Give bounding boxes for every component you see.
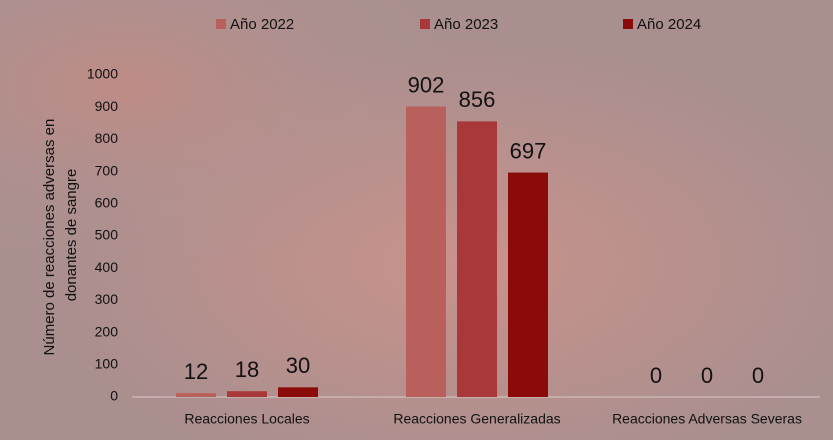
legend-swatch [420, 19, 430, 29]
bar [278, 387, 318, 397]
legend-label: Año 2024 [637, 16, 701, 33]
data-label: 0 [701, 363, 713, 388]
y-tick-label: 800 [95, 130, 119, 146]
bar [176, 393, 216, 397]
y-tick-label: 400 [95, 259, 119, 275]
data-label: 30 [286, 353, 310, 378]
data-label: 0 [752, 363, 764, 388]
y-tick-label: 300 [95, 291, 119, 307]
data-label: 697 [510, 138, 547, 163]
y-tick-label: 500 [95, 227, 119, 243]
y-axis-label-line: donantes de sangre [63, 169, 80, 302]
chart: Número de reacciones adversas en donante… [0, 0, 833, 440]
bar [227, 391, 267, 397]
y-tick-label: 100 [95, 356, 119, 372]
y-tick-label: 0 [110, 388, 118, 404]
data-label: 12 [184, 359, 208, 384]
legend-swatch [216, 19, 226, 29]
y-tick-label: 600 [95, 195, 119, 211]
legend-swatch [623, 19, 633, 29]
legend-label: Año 2023 [434, 16, 498, 33]
bar [457, 121, 497, 397]
y-tick-label: 1000 [87, 66, 118, 82]
bar [406, 107, 446, 397]
legend-label: Año 2022 [230, 16, 294, 33]
x-tick-label: Reacciones Generalizadas [393, 411, 560, 427]
data-label: 902 [408, 72, 445, 97]
data-label: 18 [235, 357, 259, 382]
data-label: 0 [650, 363, 662, 388]
y-tick-label: 200 [95, 323, 119, 339]
y-tick-label: 900 [95, 98, 119, 114]
data-label: 856 [459, 87, 496, 112]
y-tick-label: 700 [95, 162, 119, 178]
x-tick-label: Reacciones Locales [184, 411, 309, 427]
x-tick-label: Reacciones Adversas Severas [612, 411, 802, 427]
bar [508, 173, 548, 397]
y-axis-label-line: Número de reacciones adversas en [41, 119, 58, 356]
